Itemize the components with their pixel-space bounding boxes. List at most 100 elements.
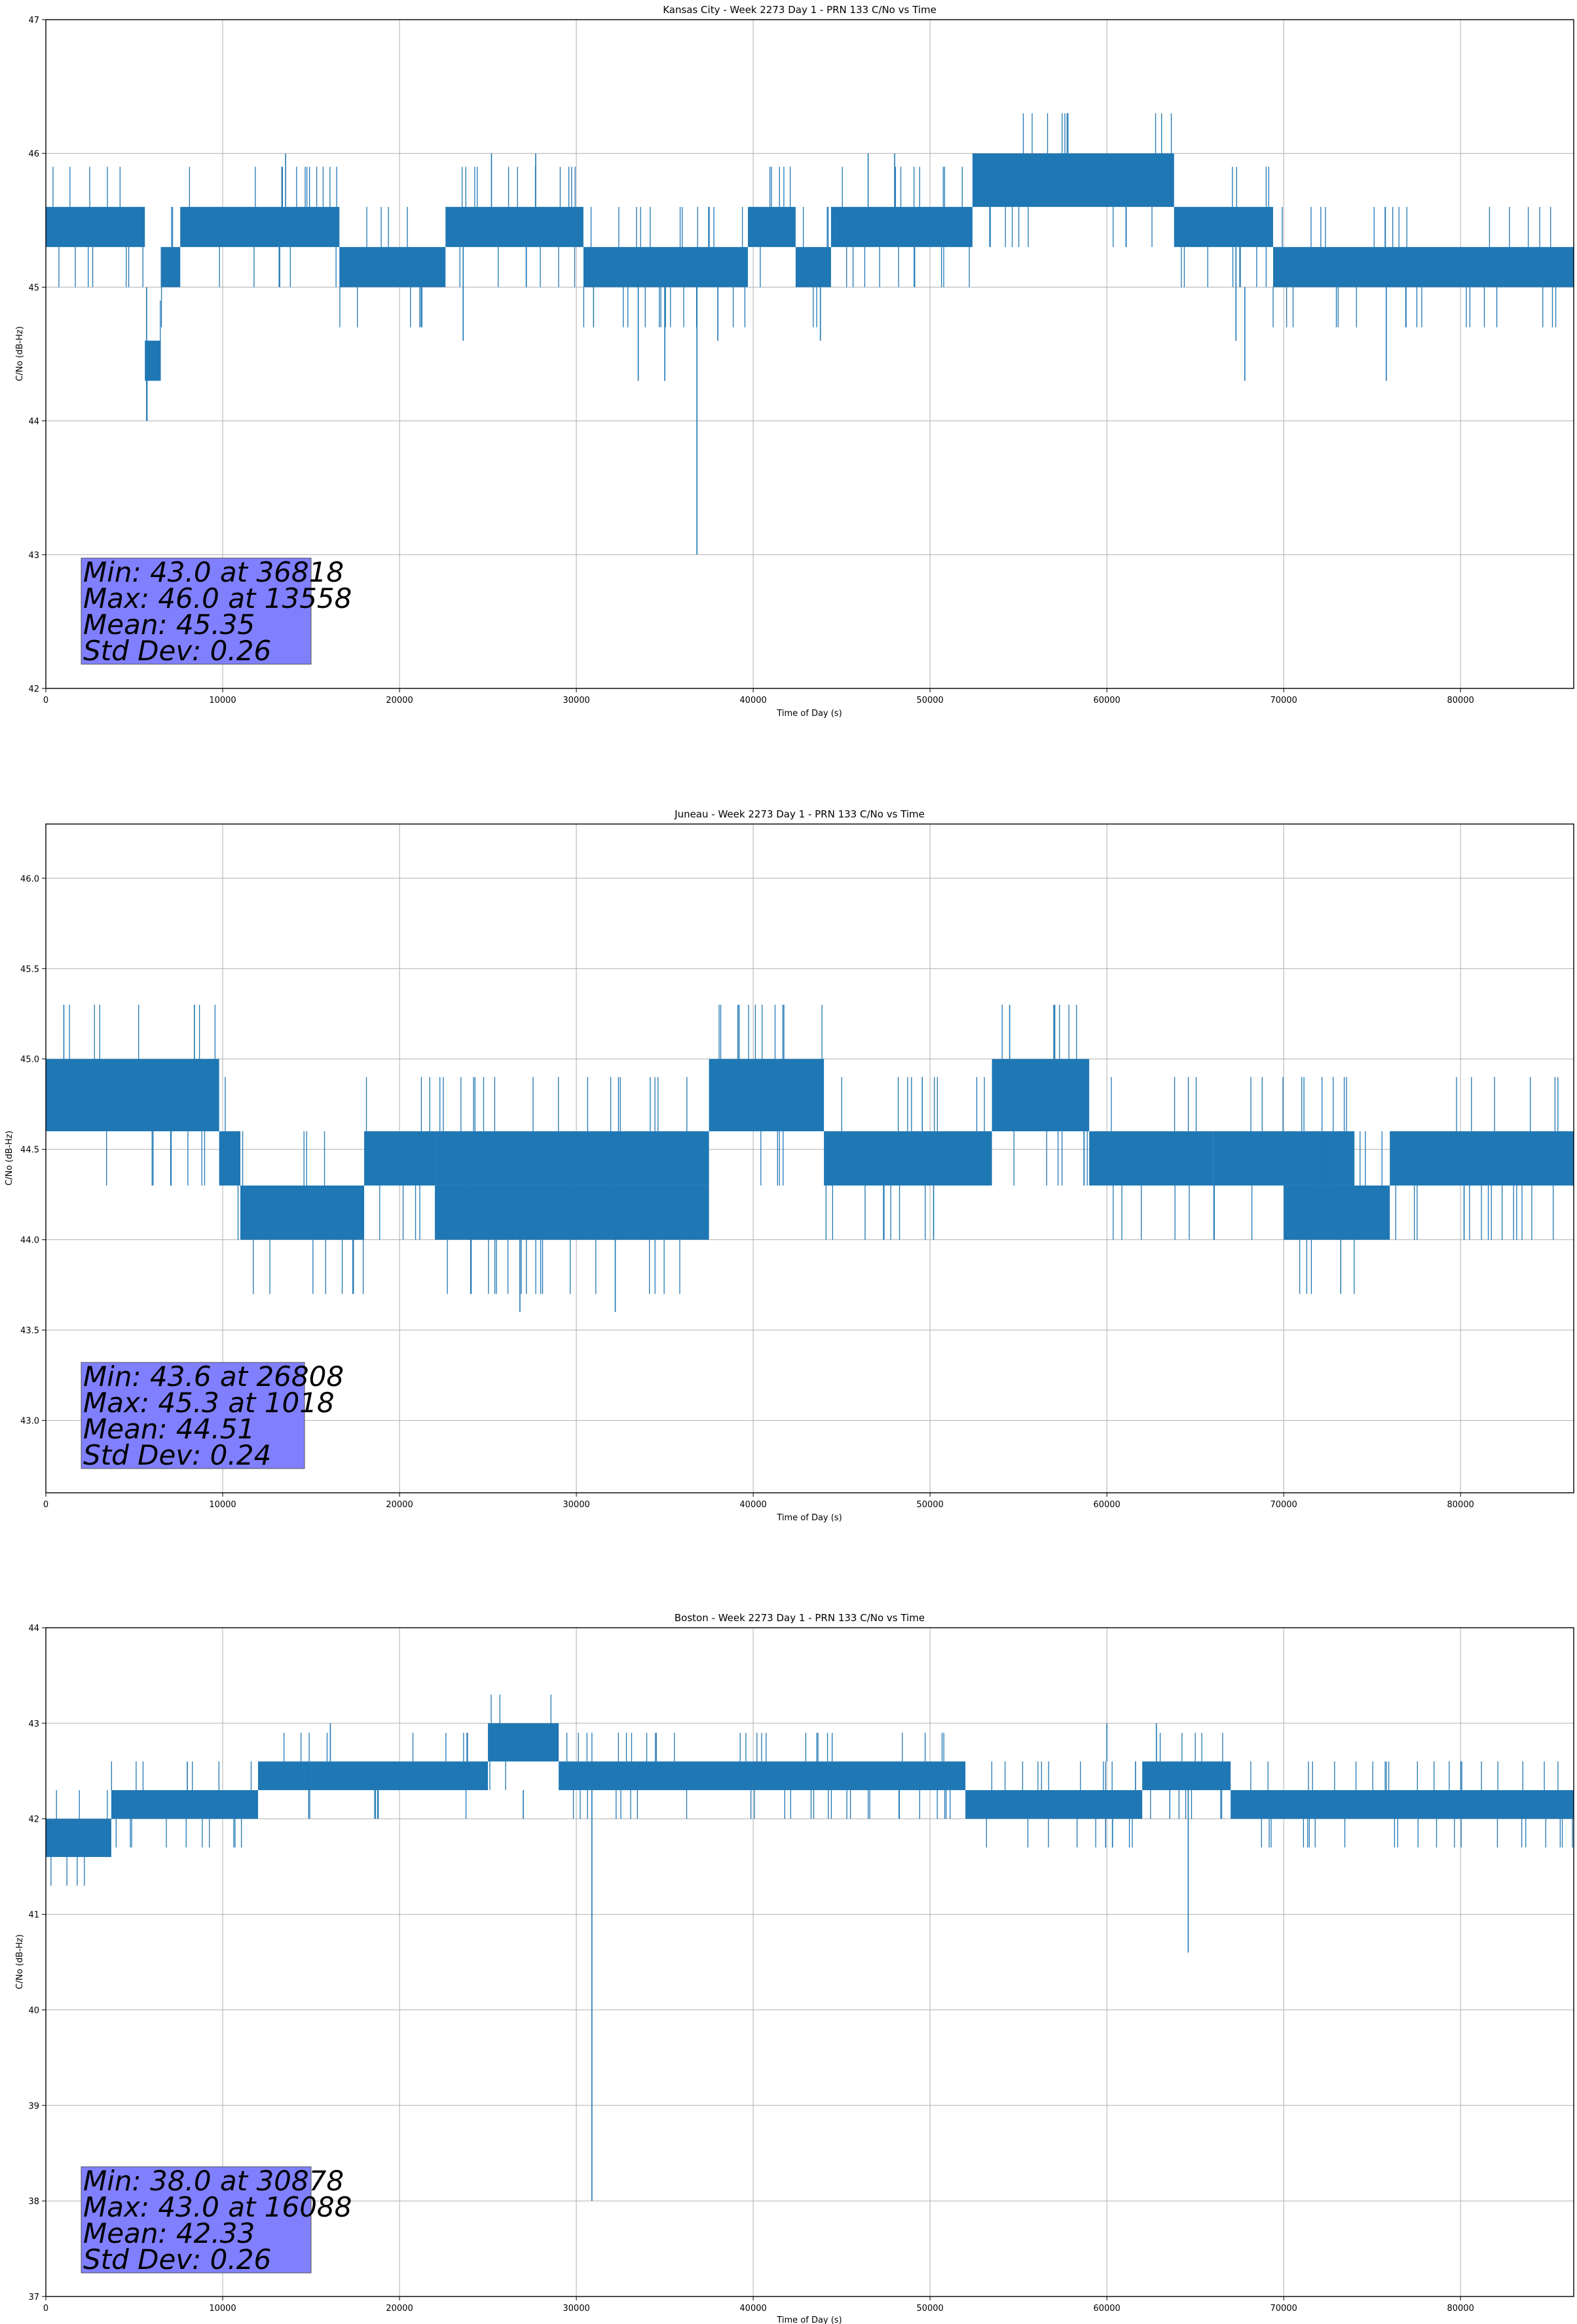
series-band: [992, 1059, 1090, 1132]
series-band: [1089, 1131, 1214, 1186]
series-band: [219, 1131, 241, 1186]
x-tick-label: 20000: [386, 696, 413, 705]
y-tick-label: 47: [28, 16, 39, 26]
stats-box-background: [81, 2166, 312, 2274]
y-tick-label: 45.0: [20, 1055, 39, 1065]
y-tick-label: 38: [28, 2197, 39, 2207]
series-band: [160, 247, 181, 288]
series-band: [830, 206, 973, 248]
y-axis-ticks: 42 43 44 45 46 47: [28, 16, 46, 694]
series-band: [824, 1131, 992, 1186]
x-tick-label: 50000: [916, 1500, 943, 1510]
data-layer: [46, 1004, 1574, 1313]
series-band: [965, 1790, 1143, 1819]
series-band: [1390, 1131, 1574, 1186]
series-band: [46, 206, 145, 248]
x-tick-label: 70000: [1270, 1500, 1297, 1510]
y-axis-label: C/No (dB-Hz): [5, 1131, 14, 1186]
y-tick-label: 44: [28, 417, 39, 427]
x-tick-label: 0: [43, 1500, 48, 1510]
x-axis-ticks: 0 10000 20000 30000 40000 50000 60000 70000 8000…: [43, 2296, 1474, 2314]
x-tick-label: 40000: [739, 1500, 766, 1510]
stats-min: Min: 43.6 at 26808: [83, 1360, 344, 1393]
y-tick-label: 45.5: [20, 965, 39, 975]
plot-frame: [45, 19, 1574, 689]
series-band: [46, 1059, 219, 1132]
x-tick-label: 40000: [739, 2304, 766, 2314]
y-axis-ticks: 37 38 39 40 41 42 43 44: [28, 1624, 46, 2302]
plot-frame: [45, 1627, 1574, 2297]
y-tick-label: 43.5: [20, 1326, 39, 1336]
y-tick-label: 44.5: [20, 1146, 39, 1155]
y-tick-label: 43: [28, 1719, 39, 1729]
series-band: [311, 1761, 489, 1790]
y-axis-label: C/No (dB-Hz): [15, 326, 25, 381]
stats-mean: Mean: 44.51: [83, 1413, 255, 1445]
stats-box-background: [81, 557, 312, 665]
stats-max: Max: 45.3 at 1018: [83, 1387, 335, 1419]
series-band: [435, 1131, 709, 1186]
y-tick-label: 42: [28, 1815, 39, 1825]
series-band: [747, 206, 796, 248]
x-tick-label: 10000: [209, 1500, 236, 1510]
chart-title: Boston - Week 2273 Day 1 - PRN 133 C/No …: [675, 1612, 925, 1624]
x-tick-label: 50000: [916, 2304, 943, 2314]
stats-min: Min: 43.0 at 36818: [83, 556, 344, 588]
series-band: [972, 153, 1174, 207]
y-tick-label: 44.0: [20, 1236, 39, 1246]
y-tick-label: 37: [28, 2293, 39, 2302]
series-band: [258, 1761, 312, 1790]
x-tick-label: 10000: [209, 696, 236, 705]
x-tick-label: 40000: [739, 696, 766, 705]
x-axis-label: Time of Day (s): [776, 1513, 842, 1523]
y-tick-label: 40: [28, 2006, 39, 2015]
series-band: [180, 206, 340, 248]
stats-mean: Mean: 42.33: [83, 2217, 255, 2249]
x-tick-label: 50000: [916, 696, 943, 705]
x-tick-label: 20000: [386, 1500, 413, 1510]
series-band: [559, 1761, 754, 1790]
x-tick-label: 0: [43, 696, 48, 705]
series-band: [1142, 1761, 1231, 1790]
series-band: [1272, 247, 1574, 288]
x-axis-label: Time of Day (s): [776, 709, 842, 719]
stats-box: Min: 43.0 at 36818 Max: 46.0 at 13558 Me…: [81, 556, 352, 667]
series-band: [1231, 1790, 1574, 1819]
stats-max: Max: 43.0 at 16088: [83, 2191, 352, 2223]
x-tick-label: 80000: [1447, 1500, 1474, 1510]
x-tick-label: 60000: [1093, 1500, 1120, 1510]
series-band: [364, 1131, 436, 1186]
series-band: [435, 1185, 709, 1240]
y-tick-label: 45: [28, 283, 39, 293]
series-band: [753, 1761, 966, 1790]
y-axis-ticks: 43.0 43.5 44.0 44.5 45.0 45.5 46.0: [20, 874, 46, 1427]
y-tick-label: 43: [28, 551, 39, 561]
y-tick-label: 39: [28, 2101, 39, 2111]
y-tick-label: 44: [28, 1624, 39, 1634]
data-layer: [46, 1695, 1574, 2202]
y-tick-label: 42: [28, 684, 39, 694]
y-axis-label: C/No (dB-Hz): [15, 1934, 25, 1989]
series-band: [795, 247, 831, 288]
stats-std-dev: Std Dev: 0.26: [83, 2243, 271, 2276]
x-tick-label: 30000: [563, 696, 589, 705]
x-tick-label: 10000: [209, 2304, 236, 2314]
series-band: [445, 206, 584, 248]
series-band: [1174, 206, 1273, 248]
y-tick-label: 46.0: [20, 874, 39, 884]
series-band: [240, 1185, 365, 1240]
stats-box-background: [81, 1362, 305, 1469]
x-tick-label: 80000: [1447, 2304, 1474, 2314]
stats-min: Min: 38.0 at 30878: [83, 2165, 344, 2197]
chart-juneau: Juneau - Week 2273 Day 1 - PRN 133 C/No …: [5, 808, 1574, 1523]
series-band: [145, 341, 161, 381]
stats-mean: Mean: 45.35: [83, 609, 255, 641]
x-tick-label: 30000: [563, 2304, 589, 2314]
x-tick-label: 0: [43, 2304, 48, 2314]
x-axis-ticks: 0 10000 20000 30000 40000 50000 60000 70000 8000…: [43, 688, 1474, 705]
x-axis-ticks: 0 10000 20000 30000 40000 50000 60000 70000 8000…: [43, 1493, 1474, 1510]
series-band: [339, 247, 446, 288]
x-tick-label: 70000: [1270, 2304, 1297, 2314]
data-layer: [46, 113, 1574, 555]
